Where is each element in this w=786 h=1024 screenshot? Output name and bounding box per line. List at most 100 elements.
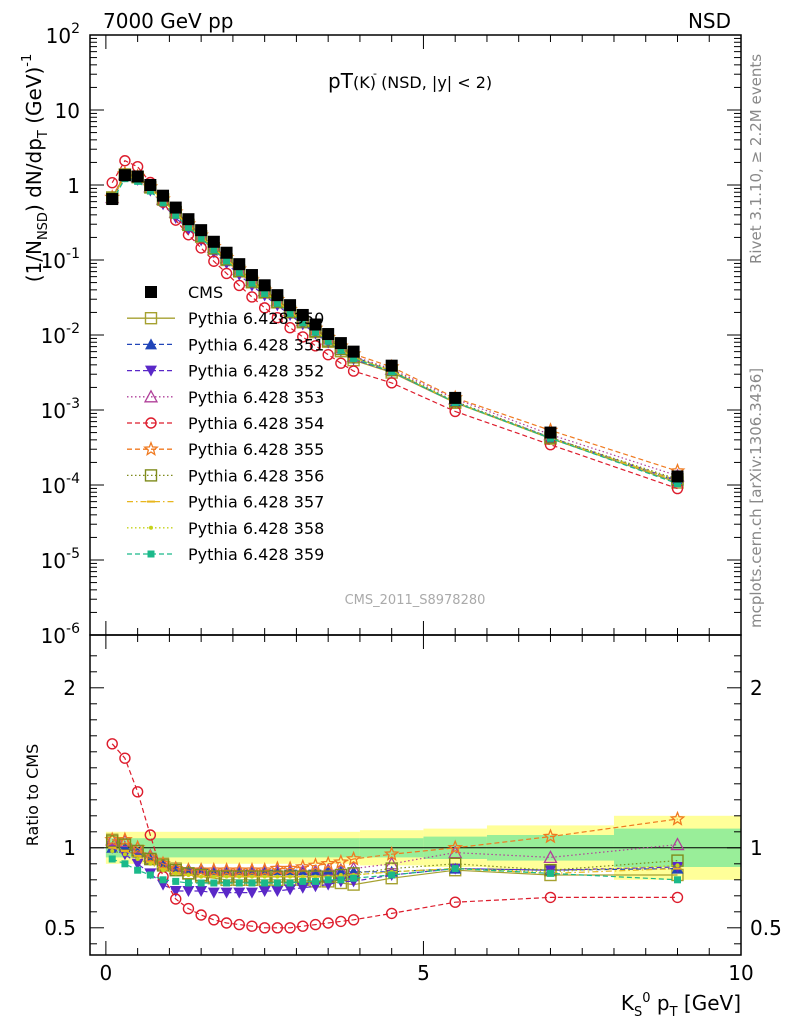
- data-point: [106, 177, 118, 189]
- ratio-data-point: [130, 840, 145, 854]
- ratio-data-point: [337, 876, 345, 884]
- data-point: [261, 289, 269, 297]
- legend-label: Pythia 6.428 356: [188, 466, 324, 485]
- data-point: [299, 319, 307, 327]
- axis-labels: 7000 GeV pp NSD pT - (K) (NSD, |y| < 2) …: [20, 9, 765, 1020]
- cms-data-point: [258, 279, 271, 292]
- cms-data-point: [309, 318, 322, 331]
- ratio-y-tick-label: 1: [63, 836, 76, 860]
- ratio-data-point: [671, 862, 684, 873]
- ratio-data-point: [311, 877, 319, 885]
- ratio-data-point: [248, 879, 256, 887]
- ratio-data-point: [675, 863, 680, 868]
- ratio-data-point: [184, 879, 192, 887]
- ratio-data-point: [220, 887, 233, 899]
- ratio-data-point: [169, 886, 182, 897]
- y-tick-exponent: -3: [66, 396, 80, 412]
- data-point: [350, 355, 358, 363]
- data-point: [220, 267, 233, 280]
- cms-data-point: [322, 328, 335, 341]
- data-point: [197, 234, 205, 242]
- ratio-data-point: [669, 810, 686, 826]
- data-point: [159, 199, 167, 207]
- ratio-data-point: [173, 871, 178, 876]
- data-point: [208, 255, 220, 267]
- x-label-part: S: [634, 1005, 642, 1020]
- y-tick-label: 1: [67, 174, 80, 198]
- header-left: 7000 GeV pp: [103, 9, 234, 33]
- plot-title-main: pT: [328, 69, 354, 93]
- data-point: [309, 340, 322, 352]
- ratio-series-line: [112, 850, 678, 878]
- ratio-data-point: [116, 831, 133, 847]
- series-line: [111, 173, 678, 484]
- header-right: NSD: [688, 9, 731, 33]
- legend-marker: [145, 286, 157, 298]
- legend-label: Pythia 6.428 353: [188, 388, 324, 407]
- ratio-data-point: [335, 915, 347, 928]
- ratio-data-point: [108, 855, 116, 863]
- y-tick-exponent: -2: [66, 321, 80, 337]
- data-point: [335, 357, 347, 369]
- ratio-data-point: [673, 876, 681, 884]
- ratio-data-point: [131, 858, 144, 870]
- cms-data-point: [118, 169, 131, 182]
- ratio-data-point: [195, 886, 208, 897]
- ratio-data-point: [231, 861, 248, 877]
- ratio-data-point: [206, 861, 222, 877]
- y-label-part: -1: [20, 54, 35, 67]
- cms-data-point: [207, 235, 220, 248]
- cms-data-point: [220, 246, 233, 259]
- ratio-data-point: [286, 879, 294, 887]
- ratio-data-point: [245, 887, 258, 899]
- ratio-data-point: [262, 874, 267, 879]
- legend-label: Pythia 6.428 352: [188, 362, 324, 381]
- cms-data-point: [157, 189, 170, 202]
- ratio-data-point: [182, 886, 195, 897]
- y-tick-label: 102: [46, 21, 80, 48]
- legend-label: Pythia 6.428 359: [188, 545, 324, 564]
- data-point: [271, 312, 284, 324]
- ratio-data-point: [122, 852, 127, 857]
- ratio-data-point: [244, 861, 260, 877]
- data-point: [146, 187, 154, 195]
- legend-label: Pythia 6.428 354: [188, 414, 324, 433]
- ratio-data-point: [309, 918, 322, 931]
- data-point: [172, 211, 180, 219]
- plot-title-sub: (K) (NSD, |y| < 2): [353, 73, 492, 92]
- data-point: [235, 268, 243, 276]
- ratio-y-axis-label: Ratio to CMS: [23, 744, 42, 846]
- ratio-data-point: [233, 918, 245, 931]
- ratio-data-point: [144, 829, 157, 841]
- data-point: [337, 346, 345, 354]
- ratio-data-point: [388, 871, 396, 879]
- x-axis-label: KS0 pT [GeV]: [621, 991, 741, 1020]
- ratio-data-point: [671, 891, 684, 904]
- data-point: [311, 328, 319, 336]
- ratio-data-point: [223, 879, 231, 887]
- data-point: [273, 299, 281, 307]
- legend-label: Pythia 6.428 357: [188, 493, 324, 512]
- x-label-part: K: [621, 991, 635, 1015]
- ratio-data-point: [333, 853, 349, 869]
- ratio-data-point: [197, 879, 205, 887]
- data-point: [223, 257, 231, 265]
- y-tick-label: 10-1: [41, 246, 80, 273]
- ratio-data-point: [288, 874, 293, 879]
- ratio-data-point: [134, 866, 142, 874]
- ratio-data-point: [256, 861, 273, 877]
- ratio-data-point: [449, 896, 461, 908]
- cms-data-point: [245, 269, 258, 282]
- y-label-part: (GeV): [22, 67, 46, 130]
- ratio-data-point: [224, 874, 229, 879]
- ratio-data-point: [146, 871, 154, 879]
- ratio-data-point: [320, 855, 337, 871]
- series-line: [111, 172, 678, 472]
- legend-marker: [144, 312, 158, 325]
- ratio-data-point: [385, 907, 398, 920]
- y-tick-label: 10: [55, 99, 80, 123]
- y-tick-exponent: -6: [66, 621, 80, 637]
- y-tick-label: 10-5: [41, 546, 80, 573]
- legend-marker: [145, 338, 157, 350]
- legend-marker: [147, 550, 155, 558]
